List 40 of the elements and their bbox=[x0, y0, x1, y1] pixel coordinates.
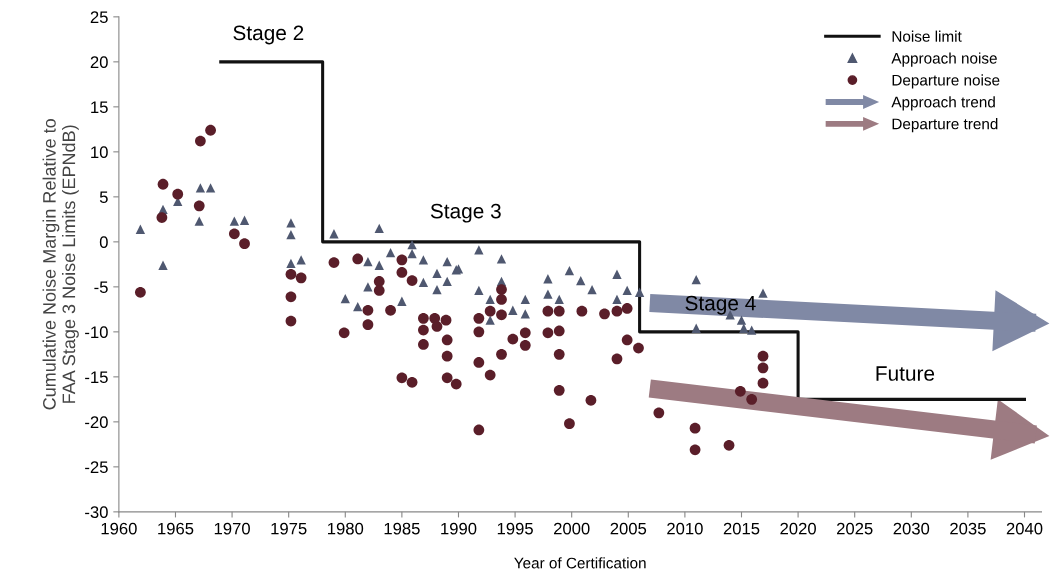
legend-label: Departure noise bbox=[892, 74, 1000, 89]
x-tick-label: 1970 bbox=[214, 522, 250, 535]
y-tick-label: -10 bbox=[85, 326, 108, 339]
y-tick-label: -25 bbox=[85, 461, 108, 474]
x-tick-label: 1980 bbox=[328, 522, 364, 535]
y-tick-label: 20 bbox=[90, 56, 108, 69]
legend-label: Departure trend bbox=[892, 118, 998, 133]
y-tick-label: 0 bbox=[99, 236, 108, 249]
y-tick-label: 5 bbox=[99, 191, 108, 204]
y-tick-label: -15 bbox=[85, 371, 108, 384]
annotation: Future bbox=[876, 366, 935, 381]
x-tick-label: 2030 bbox=[893, 522, 930, 535]
y-tick-label: 10 bbox=[91, 146, 108, 159]
x-tick-label: 1985 bbox=[384, 522, 420, 535]
annotation: Stage 2 bbox=[233, 25, 304, 45]
x-tick-label: 2005 bbox=[610, 522, 647, 535]
y-tick-label: -20 bbox=[85, 416, 108, 429]
x-tick-label: 2010 bbox=[667, 522, 703, 535]
legend-label: Approach noise bbox=[891, 52, 997, 67]
x-tick-label: 1990 bbox=[441, 522, 477, 535]
legend-label: Approach trend bbox=[891, 96, 995, 111]
x-tick-label: 2025 bbox=[837, 522, 873, 535]
annotation: Stage 4 bbox=[685, 295, 756, 315]
legend-label: Noise limit bbox=[892, 30, 962, 42]
y-tick-label: -5 bbox=[94, 281, 108, 294]
x-tick-label: 2000 bbox=[553, 522, 590, 535]
annotation: Stage 3 bbox=[430, 203, 501, 223]
y-tick-label: 15 bbox=[91, 101, 108, 114]
y-tick-label: -30 bbox=[85, 506, 108, 519]
x-tick-label: 1975 bbox=[271, 522, 307, 535]
x-tick-label: 2040 bbox=[1006, 522, 1043, 535]
y-tick-label: 25 bbox=[90, 11, 108, 24]
x-tick-label: 2015 bbox=[723, 522, 760, 535]
x-axis-title: Year of Certification bbox=[514, 557, 646, 569]
x-tick-label: 2035 bbox=[950, 522, 986, 535]
x-tick-label: 1965 bbox=[158, 522, 194, 535]
x-tick-label: 1995 bbox=[497, 522, 533, 535]
x-tick-label: 1960 bbox=[101, 522, 137, 535]
y-axis-title: Cumulative Noise Margin Relative to FAA Stage 3 Noise Limits (EPNdB) bbox=[42, 119, 79, 410]
x-tick-label: 2020 bbox=[780, 522, 816, 535]
